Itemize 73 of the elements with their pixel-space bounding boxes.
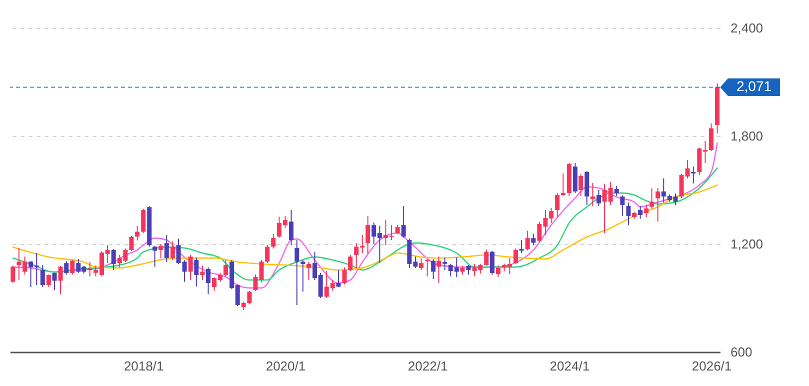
- candlestick: [436, 256, 442, 284]
- y-tick-label: 2,400: [730, 20, 764, 36]
- candlestick: [259, 260, 264, 282]
- candlestick: [348, 254, 353, 272]
- candlestick: [401, 206, 406, 238]
- candlestick: [158, 244, 164, 259]
- candlestick: [614, 186, 619, 196]
- candlestick: [596, 190, 601, 207]
- candlestick: [40, 264, 45, 288]
- candlestick: [135, 226, 140, 241]
- line-series: [12, 167, 718, 281]
- candlestick: [64, 260, 69, 276]
- candlestick: [366, 216, 370, 254]
- candlestick: [253, 274, 258, 292]
- x-tick-label: 2024/1: [550, 358, 590, 374]
- candlestick: [194, 257, 199, 288]
- y-tick-label: 1,800: [730, 128, 764, 144]
- candlestick: [691, 166, 696, 184]
- candlestick: [336, 270, 341, 288]
- candlestick: [513, 248, 518, 264]
- candlestick: [247, 290, 252, 305]
- candlestick: [141, 208, 146, 234]
- candlestick: [638, 206, 643, 220]
- candlestick: [709, 122, 714, 152]
- candlestick: [425, 258, 430, 277]
- x-tick-label: 2022/1: [408, 358, 448, 374]
- candlestick: [306, 262, 311, 280]
- candlestick: [70, 260, 75, 276]
- x-tick-label: 2018/1: [124, 358, 164, 374]
- candlestick: [626, 202, 631, 226]
- candlestick: [288, 209, 294, 246]
- candlestick: [496, 265, 500, 278]
- candlestick: [442, 257, 448, 271]
- candlestick: [52, 272, 57, 291]
- candlestick: [164, 234, 169, 262]
- ref-line-label: 2,071: [736, 78, 772, 94]
- candlestick: [650, 188, 654, 210]
- candlestick: [525, 230, 530, 251]
- candlestick: [656, 188, 660, 222]
- x-tick-label: 2026/1: [692, 358, 732, 374]
- candlestick: [560, 172, 566, 196]
- candlestick: [620, 194, 625, 217]
- candlestick: [294, 240, 300, 306]
- y-tick-label: 1,200: [730, 236, 764, 252]
- candlestick: [188, 254, 193, 280]
- candlestick: [578, 173, 584, 196]
- candlestick: [531, 233, 536, 246]
- candlestick: [58, 265, 63, 295]
- candlestick: [129, 235, 134, 252]
- candlestick: [342, 266, 347, 285]
- line-series: [12, 142, 718, 289]
- candlestick: [200, 265, 205, 280]
- candlestick: [419, 258, 424, 271]
- y-tick-label: 600: [730, 344, 752, 360]
- x-tick-label: 2020/1: [266, 358, 306, 374]
- candlestick: [271, 234, 276, 249]
- candlestick: [466, 264, 471, 276]
- candlestick: [490, 250, 494, 276]
- candlestick: [223, 260, 228, 277]
- candlestick: [10, 265, 16, 284]
- candlestick: [46, 274, 51, 288]
- candlestick: [300, 260, 306, 292]
- candlestick: [111, 248, 116, 271]
- candlestick: [152, 245, 158, 268]
- candlestick: [590, 182, 595, 207]
- candlestick: [170, 240, 175, 261]
- candlestick: [206, 266, 210, 295]
- candlestick: [555, 192, 560, 218]
- candlestick: [265, 244, 270, 264]
- candlestick: [644, 204, 649, 218]
- candlestick: [484, 248, 489, 266]
- candlestick: [431, 258, 436, 280]
- candlestick: [519, 240, 524, 254]
